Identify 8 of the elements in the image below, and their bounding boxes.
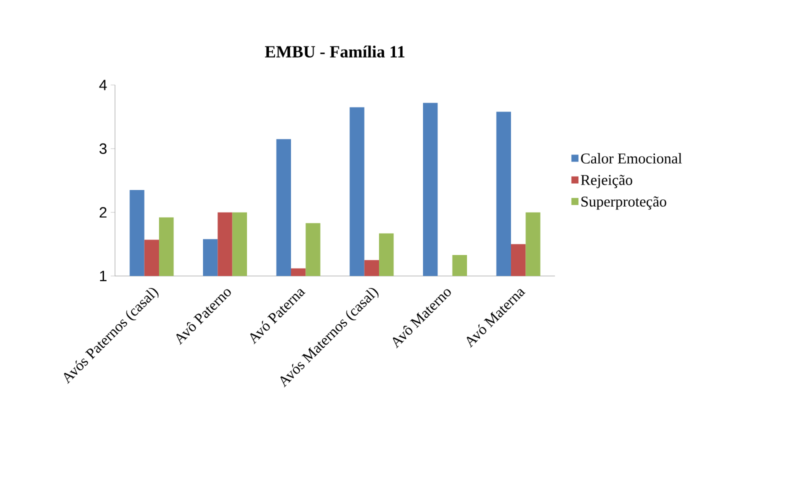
y-tick-label: 4 xyxy=(99,80,107,90)
y-tick-label: 3 xyxy=(99,143,107,154)
y-tick-label: 1 xyxy=(100,270,106,282)
legend-label: Calor Emocional xyxy=(581,153,682,164)
y-tick-label: 2 xyxy=(100,207,106,218)
chart-title: EMBU - Família 11 xyxy=(264,46,404,58)
legend-label: Superproteção xyxy=(581,196,666,210)
legend-label: Rejeição xyxy=(580,174,632,188)
